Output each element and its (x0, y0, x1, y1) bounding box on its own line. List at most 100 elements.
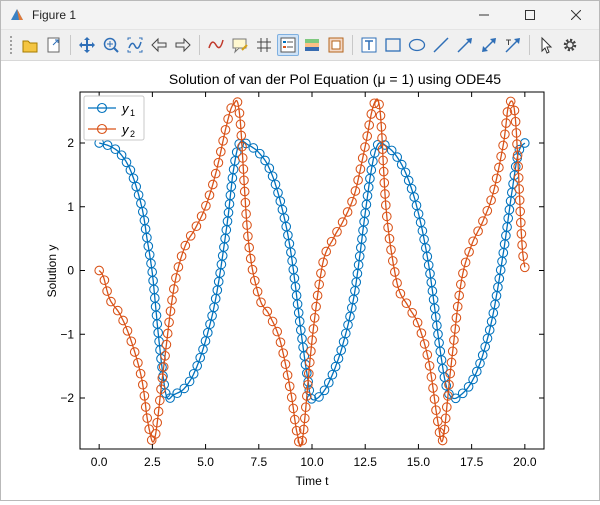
rectangle-icon (385, 38, 401, 52)
data-point-y2 (275, 337, 286, 348)
data-point-y1 (306, 393, 317, 404)
chart-title: Solution of van der Pol Equation (μ = 1)… (169, 71, 501, 87)
data-point-y2 (223, 114, 233, 124)
toolbar-grip[interactable] (9, 35, 13, 55)
data-point-y1 (195, 352, 206, 363)
data-point-y2 (458, 268, 468, 279)
data-point-y2 (207, 179, 218, 190)
data-point-y1 (392, 152, 403, 162)
border-button[interactable] (325, 34, 347, 56)
x-tick-label: 7.5 (250, 455, 267, 469)
data-point-y2 (434, 427, 445, 438)
data-point-y1 (188, 368, 199, 379)
data-point-y2 (137, 379, 148, 390)
figure-toolbar (1, 30, 599, 61)
data-point-y2 (118, 315, 128, 326)
data-point-y2 (419, 339, 430, 349)
minimize-button[interactable] (461, 1, 507, 29)
figure-canvas[interactable]: Solution of van der Pol Equation (μ = 1)… (1, 61, 599, 500)
data-point-y2 (392, 278, 402, 288)
y-tick-label: −2 (60, 391, 74, 405)
data-point-y2 (505, 96, 516, 107)
data-point-y2 (512, 150, 523, 161)
data-point-y2 (362, 131, 373, 141)
data-point-y2 (238, 164, 249, 174)
settings-button[interactable] (559, 34, 581, 56)
data-point-y2 (326, 236, 337, 247)
data-point-y2 (286, 392, 297, 403)
legend-sub-y1: 1 (130, 108, 135, 118)
arrow-button[interactable] (454, 34, 476, 56)
text-arrow-button[interactable] (502, 34, 524, 56)
data-point-y2 (213, 157, 224, 168)
data-point-y2 (422, 349, 433, 360)
data-point-y2 (514, 195, 525, 206)
data-point-y1 (519, 138, 530, 148)
data-point-y1 (333, 353, 344, 364)
data-point-y1 (386, 145, 397, 156)
data-cursor-button[interactable] (205, 34, 227, 56)
series-line-y2 (98, 98, 526, 448)
close-button[interactable] (553, 1, 599, 29)
save-figure-icon (47, 37, 60, 53)
data-point-y2 (158, 362, 169, 372)
legend-button[interactable] (277, 34, 299, 56)
back-button[interactable] (148, 34, 170, 56)
y-tick-label: 2 (67, 136, 74, 150)
data-point-y1 (192, 360, 203, 371)
data-point-y2 (306, 346, 316, 357)
data-point-y2 (332, 226, 342, 237)
legend[interactable]: y 1 y 2 (83, 95, 145, 141)
grid-icon (257, 38, 271, 52)
pan-button[interactable] (76, 34, 98, 56)
data-point-y2 (357, 153, 368, 163)
axis-ticks: 0.0 2.5 5.0 7.5 10.0 12.5 15.0 17.5 20.0 −2 −1 0 1 2 (60, 92, 544, 469)
data-point-y1 (125, 165, 136, 175)
data-point-y2 (401, 298, 412, 309)
data-point-y1 (463, 381, 474, 392)
data-point-y2 (512, 139, 522, 149)
data-point-y2 (252, 286, 263, 297)
data-point-y2 (428, 383, 438, 393)
data-point-y2 (234, 108, 245, 118)
double-arrow-button[interactable] (478, 34, 500, 56)
data-point-y1 (319, 385, 330, 396)
data-point-y2 (443, 391, 453, 401)
save-figure-button[interactable] (43, 34, 65, 56)
data-point-y2 (299, 413, 310, 424)
data-point-y2 (468, 236, 478, 247)
data-point-y2 (180, 240, 191, 251)
data-point-y2 (150, 428, 161, 439)
data-point-y2 (395, 288, 406, 299)
select-pointer-button[interactable] (535, 34, 557, 56)
maximize-button[interactable] (507, 1, 553, 29)
open-file-button[interactable] (19, 34, 41, 56)
autoscale-button[interactable] (124, 34, 146, 56)
data-point-y2 (360, 142, 370, 152)
data-point-y2 (498, 140, 508, 151)
ellipse-button[interactable] (406, 34, 428, 56)
forward-button[interactable] (172, 34, 194, 56)
rectangle-button[interactable] (382, 34, 404, 56)
zoom-in-button[interactable] (100, 34, 122, 56)
data-point-y2 (99, 275, 110, 286)
toolbar-separator (529, 35, 530, 55)
colorbar-button[interactable] (301, 34, 323, 56)
annotate-button[interactable] (229, 34, 251, 56)
data-point-y1 (400, 167, 411, 178)
minimize-icon (479, 14, 489, 16)
textbox-button[interactable] (358, 34, 380, 56)
line-button[interactable] (430, 34, 452, 56)
data-point-y2 (519, 262, 530, 273)
data-point-y1 (179, 383, 190, 394)
data-point-y2 (514, 184, 525, 194)
grid-button[interactable] (253, 34, 275, 56)
data-point-y2 (389, 267, 400, 277)
data-point-y2 (440, 413, 451, 424)
data-point-y2 (94, 265, 105, 276)
data-point-y2 (321, 246, 332, 257)
data-point-y2 (478, 216, 488, 226)
data-point-y2 (447, 346, 458, 357)
autoscale-icon (127, 37, 143, 53)
